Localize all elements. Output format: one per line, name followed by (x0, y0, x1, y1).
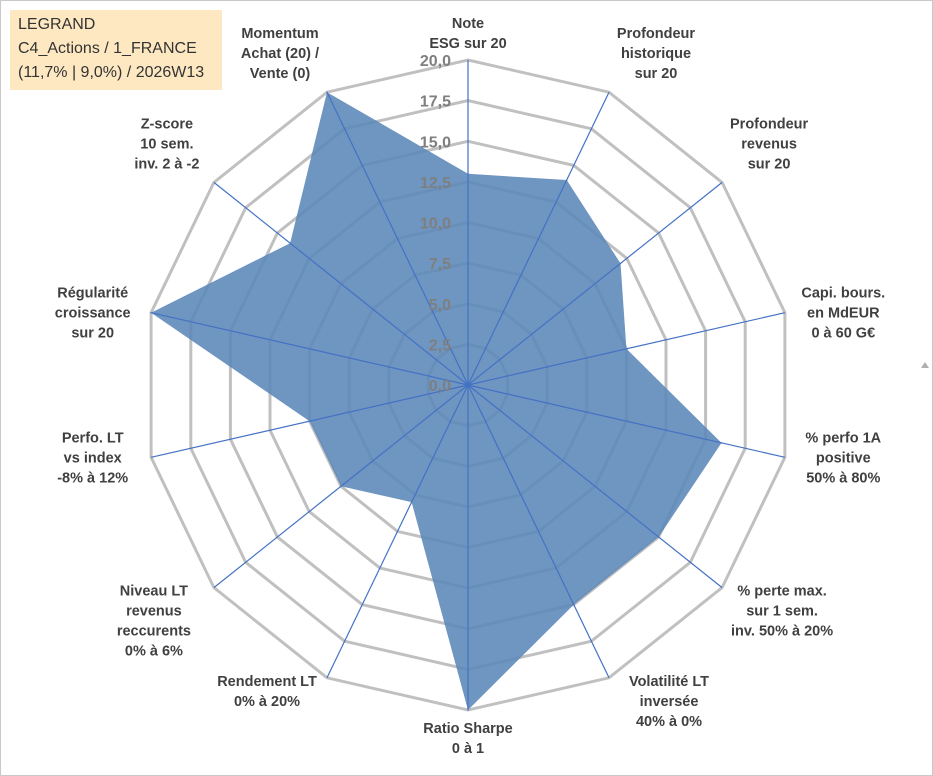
axis-label-line: Rendement LT (217, 674, 317, 690)
axis-label-line: sur 20 (71, 326, 114, 342)
stock-name: LEGRAND (18, 16, 96, 33)
axis-label-line: 0% à 20% (234, 694, 300, 710)
axis-label-line: ESG sur 20 (429, 36, 506, 52)
axis-label-line: % perfo 1A (805, 430, 881, 446)
stock-info-box: LEGRAND C4_Actions / 1_FRANCE (11,7% | 9… (10, 10, 222, 90)
axis-label-line: -8% à 12% (57, 470, 128, 486)
axis-labels: Note ESG sur 20 Profondeur historique sur 20… (55, 16, 885, 757)
axis-label-line: revenus (741, 136, 797, 152)
axis-label-line: Note (452, 16, 484, 32)
axis-label-line: Vente (0) (250, 66, 311, 82)
axis-label: Capi. bours. en MdEUR 0 à 60 G€ (801, 286, 885, 342)
axis-label: Niveau LT revenus reccurents 0% à 6% (117, 584, 191, 660)
axis-label-line: historique (621, 46, 691, 62)
axis-label-line: croissance (55, 306, 131, 322)
axis-label-line: sur 1 sem. (746, 604, 818, 620)
axis-spoke (213, 384, 469, 589)
tick-label: 17,5 (420, 94, 451, 111)
axis-label: % perfo 1A positive 50% à 80% (805, 430, 881, 486)
axis-spoke (150, 384, 469, 458)
axis-label-line: Niveau LT (120, 584, 188, 600)
axis-spoke (467, 384, 786, 458)
axis-label: Volatilité LT inversée 40% à 0% (629, 674, 709, 730)
axis-label-line: Z-score (141, 116, 193, 132)
axis-spoke (150, 312, 469, 386)
axis-label: % perte max. sur 1 sem. inv. 50% à 20% (731, 584, 833, 640)
axis-label: Rendement LT 0% à 20% (217, 674, 317, 710)
axis-label-line: Volatilité LT (629, 674, 709, 690)
axis-label-line: 0% à 6% (125, 644, 183, 660)
axis-label: Ratio Sharpe 0 à 1 (423, 721, 512, 757)
axis-spoke (467, 384, 610, 679)
axis-label-line: en MdEUR (807, 306, 880, 322)
tick-label: 20,0 (420, 53, 451, 70)
tick-label: 5,0 (429, 297, 451, 314)
axis-label-line: 10 sem. (140, 136, 193, 152)
axis-spoke (467, 91, 610, 386)
tick-label: 12,5 (420, 175, 451, 192)
axis-label-line: Achat (20) / (241, 46, 319, 62)
tick-label: 15,0 (420, 134, 451, 151)
axis-label: Note ESG sur 20 (429, 16, 506, 52)
axis-label-line: reccurents (117, 624, 191, 640)
tick-label: 2,5 (429, 337, 451, 354)
axis-label-line: inv. 2 à -2 (134, 156, 199, 172)
tick-label: 7,5 (429, 256, 451, 273)
axis-label-line: Perfo. LT (62, 430, 124, 446)
axis-spoke (213, 181, 469, 386)
axis-label-line: 0 à 60 G€ (811, 326, 875, 342)
axis-label-line: 50% à 80% (806, 470, 880, 486)
axis-label: Profondeur revenus sur 20 (730, 116, 808, 172)
axis-label: Z-score 10 sem. inv. 2 à -2 (134, 116, 199, 172)
axis-spoke (467, 181, 723, 386)
axis-label-line: Profondeur (730, 116, 808, 132)
axis-label-line: revenus (126, 604, 182, 620)
axis-label: Momentum Achat (20) / Vente (0) (241, 26, 319, 82)
stock-stats: (11,7% | 9,0%) / 2026W13 (18, 64, 205, 81)
radial-tick-labels: 0,0 2,5 5,0 7,5 10,0 12,5 15,0 17,5 20,0 (420, 53, 451, 395)
axis-label-line: Ratio Sharpe (423, 721, 512, 737)
axis-label-line: positive (816, 450, 871, 466)
axis-label-line: inv. 50% à 20% (731, 624, 833, 640)
axis-label-line: vs index (64, 450, 122, 466)
axis-spoke (467, 312, 786, 386)
axis-label-line: Momentum (241, 26, 318, 42)
axis-label-line: Profondeur (617, 26, 695, 42)
radar-spokes (150, 60, 786, 710)
axis-label-line: 40% à 0% (636, 714, 702, 730)
axis-spoke (467, 384, 723, 589)
axis-label-line: % perte max. (737, 584, 826, 600)
axis-spoke (326, 384, 469, 679)
axis-label-line: sur 20 (635, 66, 678, 82)
tick-label: 10,0 (420, 216, 451, 233)
axis-label-line: sur 20 (748, 156, 791, 172)
vertical-scrollbar[interactable] (919, 0, 931, 776)
axis-label-line: Capi. bours. (801, 286, 885, 302)
axis-label-line: 0 à 1 (452, 741, 484, 757)
axis-label: Profondeur historique sur 20 (617, 26, 695, 82)
axis-label-line: Régularité (57, 286, 128, 302)
tick-label: 0,0 (429, 378, 451, 395)
axis-label: Perfo. LT vs index -8% à 12% (57, 430, 128, 486)
scroll-up-arrow-icon[interactable] (921, 362, 929, 368)
stock-category: C4_Actions / 1_FRANCE (18, 40, 197, 57)
axis-label: Régularité croissance sur 20 (55, 286, 131, 342)
axis-label-line: inversée (640, 694, 699, 710)
axis-spoke (326, 91, 469, 386)
